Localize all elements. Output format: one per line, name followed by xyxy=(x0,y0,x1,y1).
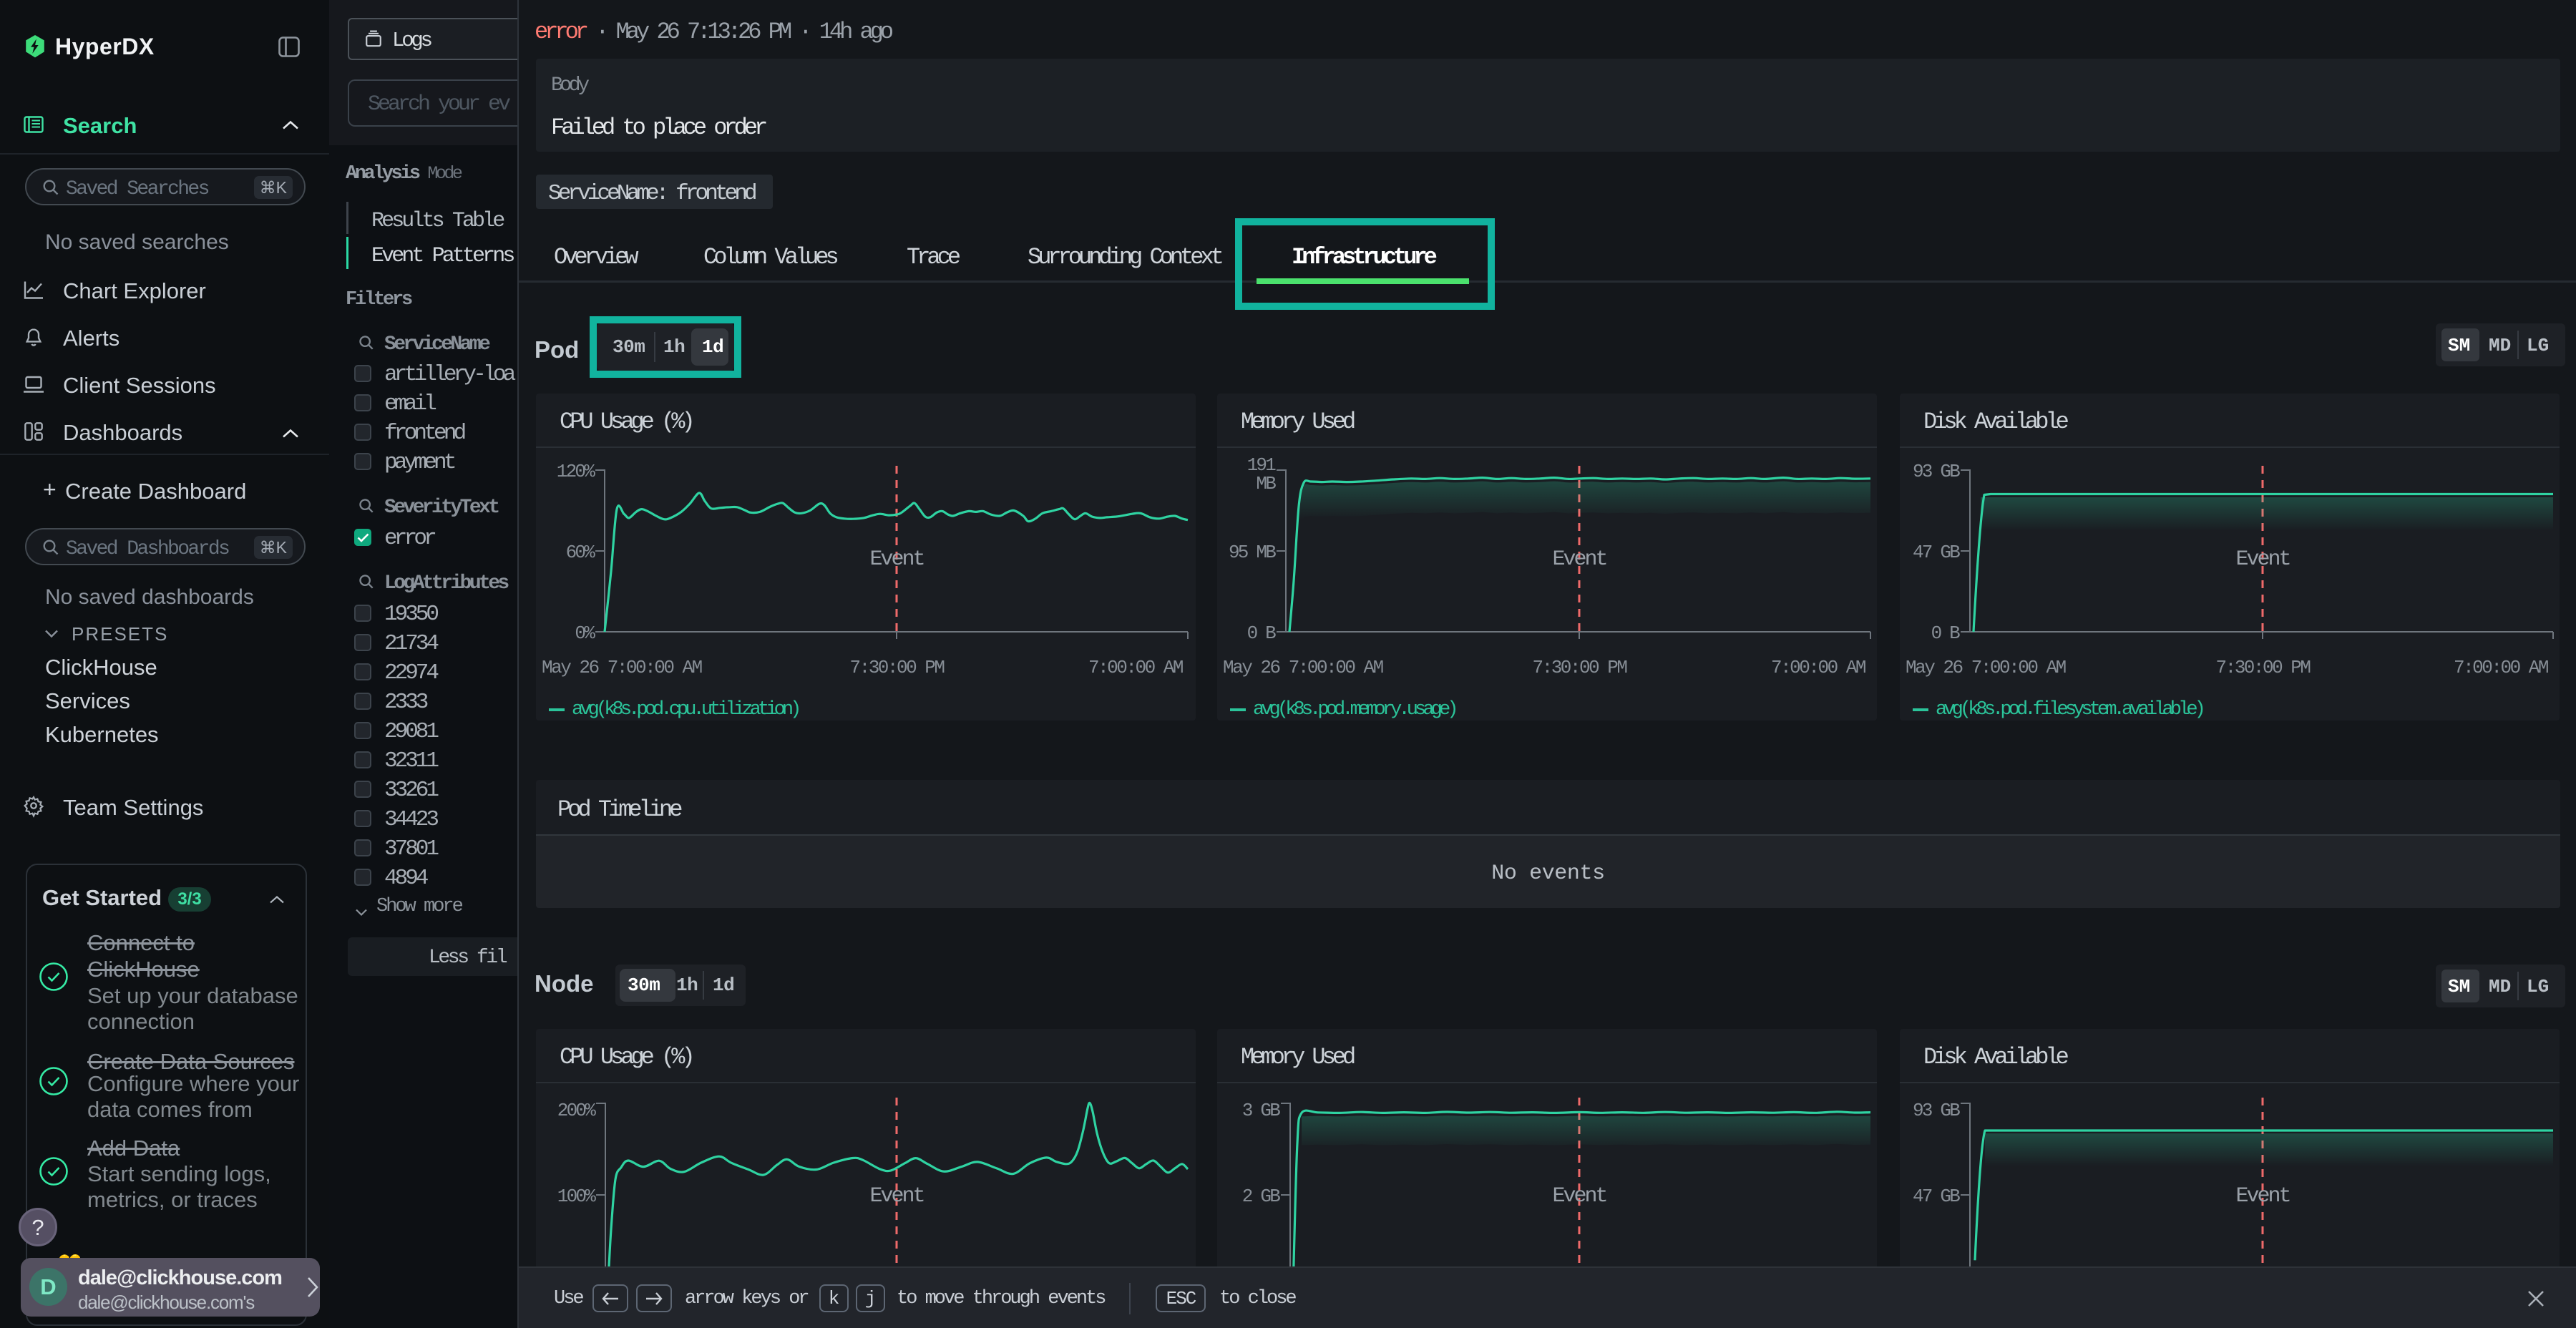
svg-text:7:30:00 PM: 7:30:00 PM xyxy=(1532,657,1626,678)
svg-text:100%: 100% xyxy=(557,1186,596,1207)
svg-text:2 GB: 2 GB xyxy=(1242,1186,1280,1207)
svg-text:0 B: 0 B xyxy=(1931,622,1961,644)
svg-text:Event: Event xyxy=(1552,1184,1606,1209)
svg-text:Event: Event xyxy=(869,1184,923,1209)
svg-text:7:00:00 AM: 7:00:00 AM xyxy=(1771,657,1865,678)
svg-text:7:00:00 AM: 7:00:00 AM xyxy=(2454,657,2548,678)
svg-text:7:00:00 AM: 7:00:00 AM xyxy=(1088,657,1183,678)
svg-text:May 26 7:00:00 AM: May 26 7:00:00 AM xyxy=(1906,657,2066,678)
svg-text:Event: Event xyxy=(1552,547,1606,572)
svg-text:MB: MB xyxy=(1256,473,1276,494)
svg-text:120%: 120% xyxy=(557,461,595,482)
svg-text:3 GB: 3 GB xyxy=(1242,1100,1280,1121)
svg-text:47 GB: 47 GB xyxy=(1913,542,1960,563)
svg-text:Event: Event xyxy=(2235,1184,2289,1209)
svg-text:7:30:00 PM: 7:30:00 PM xyxy=(2215,657,2310,678)
svg-text:191: 191 xyxy=(1247,454,1277,476)
svg-text:93 GB: 93 GB xyxy=(1913,1100,1960,1121)
svg-text:May 26 7:00:00 AM: May 26 7:00:00 AM xyxy=(542,657,702,678)
svg-text:47 GB: 47 GB xyxy=(1913,1186,1960,1207)
svg-text:Event: Event xyxy=(2235,547,2289,572)
svg-text:95 MB: 95 MB xyxy=(1229,542,1276,563)
svg-text:60%: 60% xyxy=(566,542,596,563)
svg-text:93 GB: 93 GB xyxy=(1913,461,1960,482)
svg-text:0 B: 0 B xyxy=(1247,622,1277,644)
svg-text:0%: 0% xyxy=(575,622,595,644)
svg-text:7:30:00 PM: 7:30:00 PM xyxy=(849,657,944,678)
svg-text:Event: Event xyxy=(869,547,923,572)
svg-text:200%: 200% xyxy=(557,1100,596,1121)
svg-text:May 26 7:00:00 AM: May 26 7:00:00 AM xyxy=(1223,657,1383,678)
